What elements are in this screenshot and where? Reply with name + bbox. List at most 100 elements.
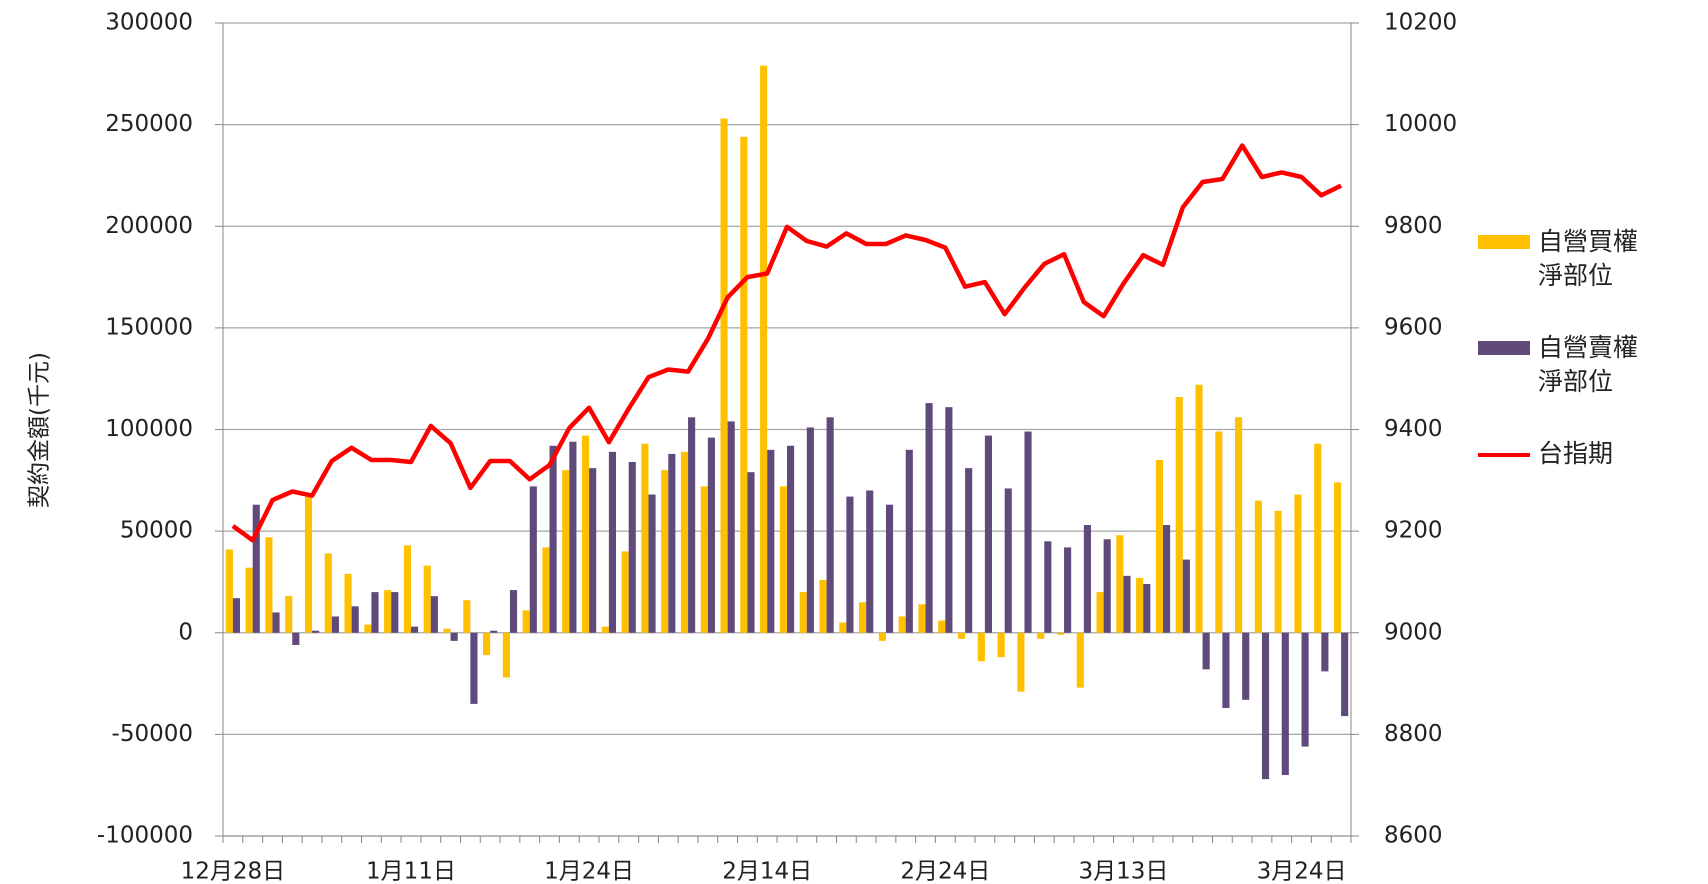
bar (938, 620, 946, 633)
y2-tick-label: 8600 (1384, 823, 1443, 849)
bar (1202, 632, 1210, 670)
bar (688, 417, 696, 633)
bar (668, 453, 676, 633)
y2-tick-label: 8800 (1384, 721, 1443, 747)
bar (443, 628, 451, 633)
bar (648, 494, 656, 633)
bar (483, 632, 491, 656)
bar (885, 504, 894, 633)
bar (562, 470, 570, 633)
bar (265, 537, 273, 633)
bar (1116, 535, 1124, 633)
bar (1143, 583, 1151, 633)
bar (707, 437, 715, 633)
bar (1175, 396, 1183, 633)
bar (957, 632, 966, 639)
bar (925, 403, 933, 633)
bar (767, 449, 775, 633)
legend-item: 自營賣權淨部位 (1478, 331, 1708, 399)
bar (779, 486, 787, 633)
bar (1254, 500, 1262, 633)
bar (542, 547, 550, 633)
x-tick-label: 3月24日 (1257, 859, 1347, 884)
bar (859, 602, 867, 633)
y2-tick-label: 9000 (1384, 619, 1443, 645)
bar (351, 606, 359, 633)
bar (1222, 632, 1230, 708)
bar (1242, 632, 1250, 700)
bar (569, 441, 577, 633)
bar (324, 553, 332, 633)
bar (1182, 559, 1190, 633)
x-tick-label: 2月14日 (722, 859, 812, 884)
bar (680, 451, 689, 633)
bar (866, 490, 874, 633)
bar (661, 470, 669, 633)
x-tick-label: 2月24日 (900, 859, 990, 884)
bar (245, 567, 253, 633)
bar (1037, 632, 1045, 639)
x-tick-label: 3月13日 (1078, 859, 1168, 884)
legend-item: 台指期 (1478, 437, 1708, 471)
bar (760, 65, 768, 633)
bar (470, 632, 478, 704)
y2-tick-label: 10000 (1384, 111, 1457, 137)
bar (364, 624, 372, 633)
bar (720, 118, 728, 633)
bar (747, 472, 755, 633)
bar (1235, 417, 1243, 633)
y-tick-label: 300000 (105, 10, 193, 36)
y2-tick-label: 9800 (1384, 213, 1443, 239)
bar (1004, 488, 1012, 633)
x-tick-label: 12月28日 (181, 859, 286, 884)
bar (1215, 431, 1223, 633)
y-tick-label: 250000 (105, 111, 193, 137)
bar (839, 622, 847, 633)
bar (1076, 632, 1084, 688)
bar (1083, 525, 1091, 633)
bar (272, 612, 280, 633)
bar (384, 590, 392, 633)
bar (1056, 632, 1065, 635)
bar (1064, 547, 1072, 633)
bar (1017, 632, 1025, 692)
y-tick-label: 150000 (105, 314, 193, 340)
bar (826, 417, 834, 633)
bar (1044, 541, 1052, 633)
bar (522, 610, 530, 633)
bar (292, 632, 300, 645)
bar (977, 632, 985, 662)
legend-label: 台指期 (1538, 439, 1614, 468)
bar (331, 616, 339, 633)
bar (1163, 525, 1171, 633)
bar (740, 136, 748, 633)
bar (423, 565, 431, 633)
bar (1096, 592, 1104, 633)
bar (621, 551, 629, 633)
bar (965, 468, 973, 633)
bar (601, 626, 609, 633)
bar (1261, 632, 1270, 780)
bar (225, 549, 233, 633)
x-tick-label: 1月11日 (366, 859, 456, 884)
legend-swatch (1478, 453, 1530, 457)
bar (918, 604, 926, 633)
bar (1136, 577, 1144, 633)
bar (727, 421, 735, 633)
bar (1281, 632, 1289, 776)
legend: 自營買權淨部位 自營賣權淨部位台指期 (1478, 225, 1708, 509)
legend-item: 自營買權淨部位 (1478, 225, 1708, 293)
y-axis-label: 契約金額(千元) (27, 352, 53, 508)
bar (846, 496, 854, 633)
bar (509, 590, 518, 633)
bar (1314, 443, 1322, 633)
y-tick-label: 100000 (105, 416, 193, 442)
bar (463, 600, 471, 633)
bar (945, 407, 953, 633)
bar (997, 632, 1005, 658)
legend-swatch (1478, 341, 1530, 355)
bar (430, 596, 438, 633)
bar (1274, 510, 1282, 633)
